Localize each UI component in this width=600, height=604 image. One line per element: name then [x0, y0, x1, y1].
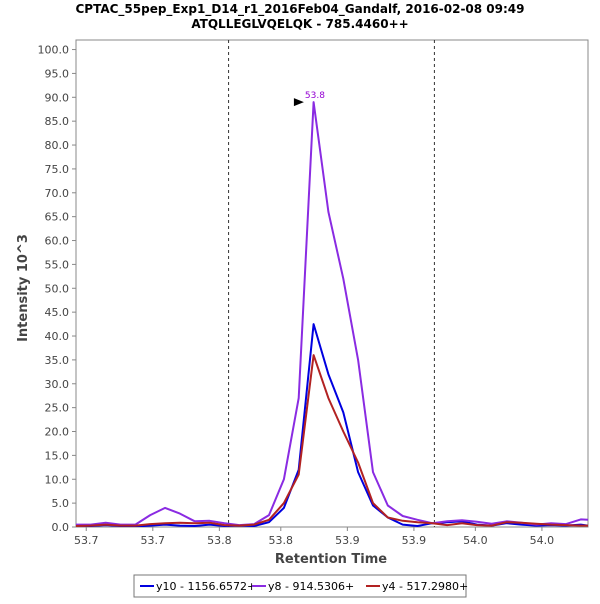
y-tick-label: 5.0 — [52, 497, 70, 510]
peak-label: 53.8 — [305, 91, 325, 101]
series-line-3 — [76, 354, 588, 527]
legend-item-1: y10 - 1156.6572+ — [156, 580, 256, 593]
y-tick-label: 50.0 — [45, 282, 70, 295]
y-tick-label: 65.0 — [45, 211, 70, 224]
y-tick-label: 75.0 — [45, 163, 70, 176]
y-tick-label: 60.0 — [45, 235, 70, 248]
x-tick-label: 53.7 — [141, 534, 166, 547]
y-tick-label: 25.0 — [45, 402, 70, 415]
y-tick-label: 85.0 — [45, 115, 70, 128]
y-tick-label: 45.0 — [45, 306, 70, 319]
peak-arrow-icon — [293, 98, 304, 107]
x-axis-label: Retention Time — [275, 552, 387, 567]
y-tick-label: 80.0 — [45, 139, 70, 152]
x-tick-label: 53.7 — [74, 534, 99, 547]
y-axis-label: Intensity 10^3 — [16, 234, 31, 342]
y-tick-label: 55.0 — [45, 258, 70, 271]
legend-item-3: y4 - 517.2980+ — [382, 580, 468, 593]
y-tick-label: 90.0 — [45, 91, 70, 104]
y-tick-label: 0.0 — [52, 521, 70, 534]
y-tick-label: 35.0 — [45, 354, 70, 367]
y-tick-label: 30.0 — [45, 378, 70, 391]
y-tick-label: 15.0 — [45, 449, 70, 462]
x-tick-label: 54.0 — [463, 534, 488, 547]
x-tick-label: 53.8 — [269, 534, 294, 547]
chart-title: CPTAC_55pep_Exp1_D14_r1_2016Feb04_Gandal… — [75, 2, 524, 17]
plot-area: 0.0 5.0 10.0 15.0 20.0 25.0 30.0 35.0 40.0 45.0 50… — [38, 39, 589, 547]
legend-box — [133, 574, 467, 598]
plot-frame — [75, 39, 589, 528]
y-tick-label: 100.0 — [38, 44, 70, 57]
y-tick-label: 20.0 — [45, 426, 70, 439]
x-tick-label: 53.9 — [335, 534, 360, 547]
y-tick-label: 10.0 — [45, 473, 70, 486]
series-group — [76, 101, 588, 527]
x-tick-label: 54.0 — [530, 534, 555, 547]
chart-subtitle: ATQLLEGLVQELQK - 785.4460++ — [191, 17, 408, 31]
y-tick-label: 70.0 — [45, 187, 70, 200]
legend: y10 - 1156.6572+ y8 - 914.5306+ y4 - 517.2… — [133, 574, 468, 598]
x-tick-label: 53.9 — [402, 534, 427, 547]
y-tick-label: 40.0 — [45, 330, 70, 343]
legend-item-2: y8 - 914.5306+ — [268, 580, 354, 593]
y-tick-label: 95.0 — [45, 67, 70, 80]
series-line-1 — [76, 323, 588, 527]
x-tick-label: 53.8 — [207, 534, 232, 547]
